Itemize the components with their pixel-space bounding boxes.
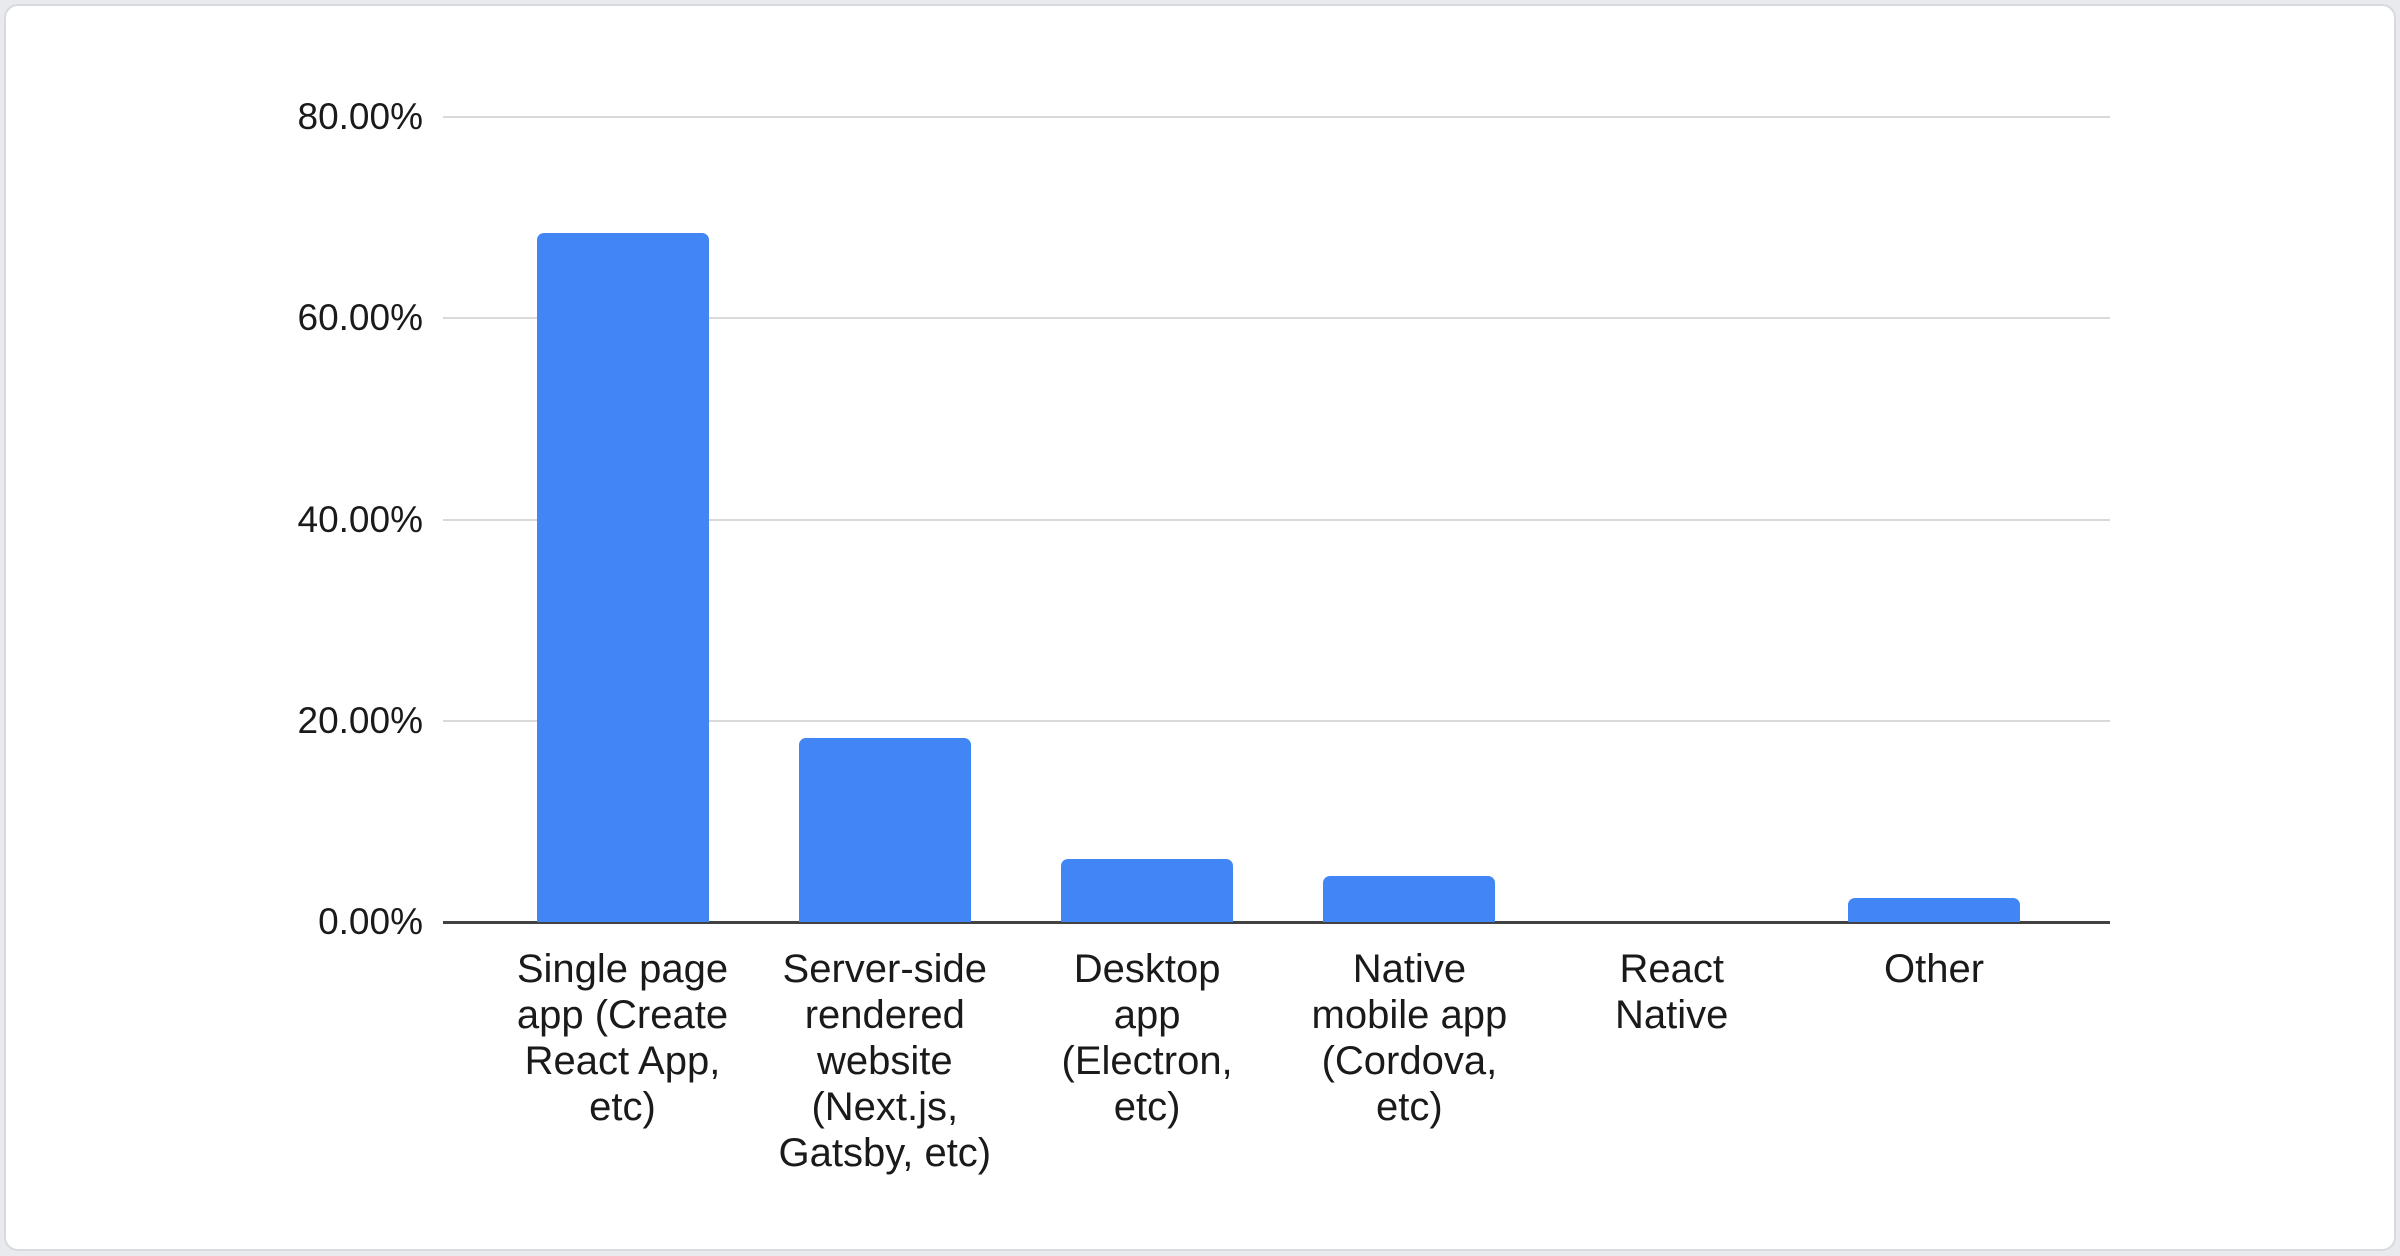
x-axis-category-label-line: rendered xyxy=(804,993,965,1037)
x-axis-category-label-line: etc) xyxy=(1376,1085,1443,1129)
x-axis-category-label: React Native xyxy=(1522,946,1822,1038)
x-axis-category-label: Server-side rendered website (Next.js, Gatsb… xyxy=(735,946,1035,1176)
x-axis-category-label-line: Single page xyxy=(516,947,729,991)
x-axis-category-label-line: app (Create xyxy=(516,993,729,1037)
x-axis-category-label-line: (Cordova, xyxy=(1321,1039,1498,1083)
x-axis-category-label: Other xyxy=(1784,946,2084,992)
bar[interactable] xyxy=(1061,859,1234,922)
y-axis-tick-label: 60.00% xyxy=(297,297,424,339)
bar[interactable] xyxy=(798,738,971,922)
x-axis-category-label-line: app xyxy=(1113,993,1181,1037)
x-axis-category-label: Single page app (Create React App, etc) xyxy=(473,946,773,1130)
x-axis-category-label-line: Gatsby, etc) xyxy=(778,1131,992,1175)
x-axis-category-label-line: etc) xyxy=(1113,1085,1181,1129)
x-axis-category-label-line: React xyxy=(1619,947,1724,991)
x-axis-category-label-line: (Next.js, xyxy=(811,1085,959,1129)
y-axis-tick-label: 20.00% xyxy=(297,699,424,741)
x-axis-category-label-line: website xyxy=(816,1039,953,1083)
bar[interactable] xyxy=(1848,898,2020,922)
x-axis-category-label-line: Native xyxy=(1352,947,1467,991)
gridline xyxy=(443,317,2110,320)
x-axis-category-label: Desktop app (Electron, etc) xyxy=(997,946,1297,1130)
gridline xyxy=(443,719,2110,722)
x-axis-category-label-line: Native xyxy=(1614,993,1729,1037)
gridline xyxy=(443,116,2110,118)
y-axis-tick-label: 0.00% xyxy=(318,901,423,942)
y-axis-tick-label: 40.00% xyxy=(297,498,424,540)
x-axis-category-label-line: Desktop xyxy=(1073,947,1221,991)
bar[interactable] xyxy=(1323,876,1496,922)
x-axis-category-label-line: Other xyxy=(1883,947,1985,991)
x-axis-line xyxy=(443,921,2110,924)
bar[interactable] xyxy=(536,233,709,922)
x-axis-category-label-line: (Electron, xyxy=(1061,1039,1233,1083)
x-axis-category-label-line: React App, xyxy=(524,1039,721,1083)
x-axis-category-label-line: Server-side xyxy=(782,947,988,991)
x-axis-category-label-line: mobile app xyxy=(1311,993,1508,1037)
gridline xyxy=(443,518,2110,521)
x-axis-category-label: Native mobile app (Cordova, etc) xyxy=(1259,946,1559,1130)
x-axis-category-label-line: etc) xyxy=(589,1085,656,1129)
y-axis-tick-label: 80.00% xyxy=(297,96,424,137)
chart-card xyxy=(4,4,2396,1251)
